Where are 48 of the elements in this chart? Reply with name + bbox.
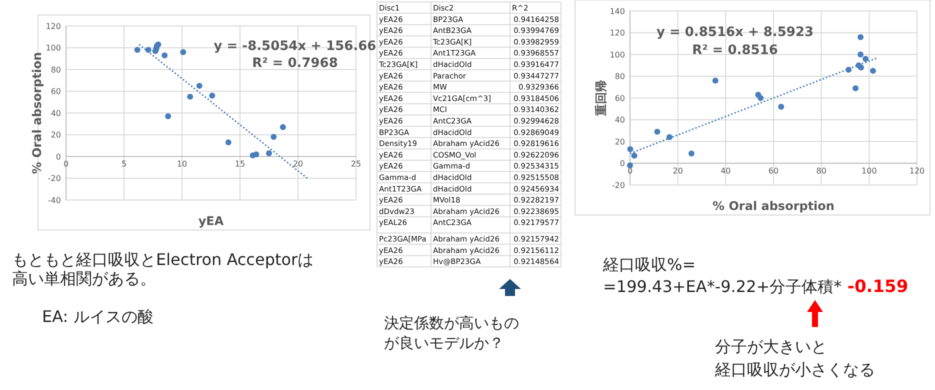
- y-axis-title: 重回帰: [594, 80, 608, 117]
- y-tick-label: 80: [50, 65, 61, 74]
- y-tick-label: 60: [614, 94, 625, 103]
- text: 分子が大きいと: [715, 337, 827, 356]
- y-tick-label: -40: [48, 196, 61, 205]
- y-tick-label: 40: [50, 108, 61, 118]
- x-tick-label: 80: [816, 166, 826, 176]
- y-tick-label: 120: [610, 28, 625, 38]
- text: 決定係数が高いもの: [384, 314, 519, 332]
- y-tick-label: 100: [46, 44, 61, 53]
- text: 高い単相関がある。: [12, 269, 156, 288]
- x-axis-title: % Oral absorption: [712, 199, 834, 213]
- y-tick-label: 100: [610, 50, 625, 60]
- text: 経口吸収が小さくなる: [714, 360, 875, 379]
- y-tick-label: 0: [56, 152, 61, 162]
- y-tick-label: 20: [614, 137, 625, 146]
- x-tick-label: 60: [768, 166, 779, 176]
- x-tick-label: 25: [350, 160, 362, 168]
- text: -0.159: [847, 277, 908, 297]
- text: もともと経口吸収とElectron Acceptorは: [12, 250, 314, 269]
- y-tick-label: 80: [614, 72, 625, 82]
- annotation: y = -8.5054x + 156.66: [214, 39, 376, 54]
- x-axis-title: yEA: [198, 214, 224, 228]
- text: EA: ルイスの酸: [42, 307, 154, 326]
- y-tick-label: 20: [50, 130, 61, 140]
- x-tick-label: 10: [176, 160, 188, 168]
- x-tick-label: 100: [862, 166, 877, 176]
- text: が良いモデルか？: [384, 334, 504, 352]
- y-axis-title: % Oral absorption: [30, 52, 44, 174]
- x-tick-label: 40: [720, 166, 731, 176]
- x-tick-label: 120: [909, 166, 925, 176]
- y-tick-label: 40: [614, 116, 625, 125]
- y-tick-label: -20: [612, 180, 625, 190]
- y-tick-label: -20: [48, 174, 61, 184]
- x-tick-label: 15: [234, 160, 246, 168]
- text: =199.43+EA*-9.22+分子体積*: [603, 277, 842, 296]
- annotation: R² = 0.7968: [252, 56, 338, 71]
- x-tick-label: 20: [672, 166, 683, 176]
- y-tick-label: 120: [46, 22, 61, 31]
- x-tick-label: 0: [63, 160, 69, 168]
- text: 経口吸収%=: [602, 255, 696, 274]
- x-tick-label: 0: [627, 166, 633, 176]
- annotation: R² = 0.8516: [692, 43, 778, 58]
- annotation: y = 0.8516x + 8.5923: [656, 25, 814, 40]
- x-tick-label: 20: [292, 160, 304, 168]
- y-tick-label: 60: [50, 87, 61, 96]
- x-tick-label: 5: [121, 160, 127, 168]
- y-tick-label: 140: [610, 6, 625, 16]
